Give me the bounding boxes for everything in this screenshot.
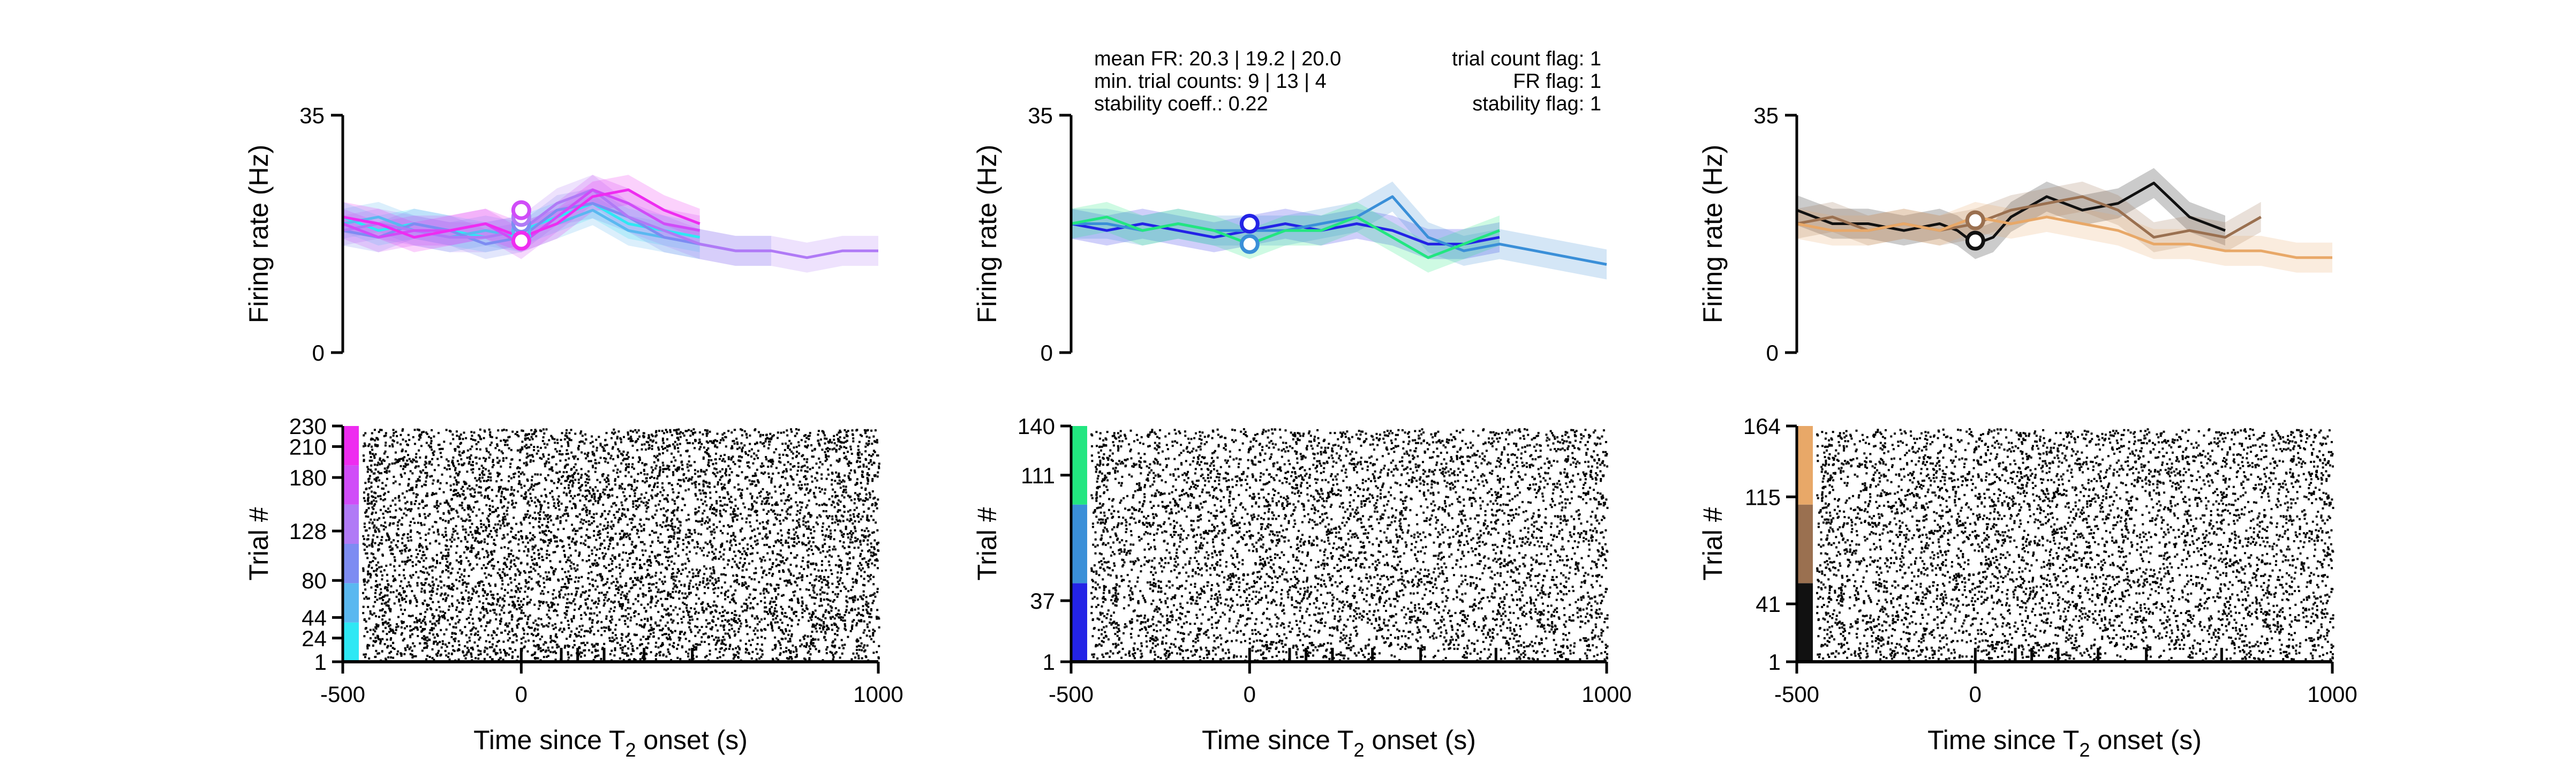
series-band-1 — [1071, 208, 1500, 259]
raster-tick-label: 1 — [1043, 649, 1055, 675]
onset-marker — [1239, 234, 1260, 254]
raster-tick-label: 164 — [1743, 414, 1781, 439]
trial-group-strip — [343, 426, 359, 466]
raster-tick-label: 44 — [302, 605, 327, 630]
x-axis-label-suffix: onset (s) — [1365, 725, 1476, 755]
y-tick-label-top: 0 — [1766, 340, 1779, 365]
raster-tick-label: 1 — [1768, 649, 1781, 675]
x-axis-label-subscript: 2 — [625, 739, 636, 761]
trial-group-strip — [343, 504, 359, 544]
x-tick-label: 1000 — [853, 682, 903, 707]
x-axis-label-subscript: 2 — [1353, 739, 1364, 761]
raster-spikes — [1816, 428, 2334, 662]
trial-group-strip — [1071, 504, 1087, 584]
x-tick-label: 0 — [1969, 682, 1982, 707]
series-band-2 — [1071, 181, 1607, 280]
series-line-1 — [1071, 222, 1500, 245]
trial-group-strip — [343, 622, 359, 662]
raster-tick-label: 230 — [289, 414, 327, 439]
onset-marker — [1965, 210, 1985, 230]
raster-dot-cloud — [362, 428, 880, 662]
x-axis-label: Time since T2 onset (s) — [1202, 725, 1476, 761]
onset-marker — [1239, 214, 1260, 234]
raster-tick-label: 210 — [289, 434, 327, 459]
raster-dot-cloud — [1090, 428, 1609, 662]
trial-group-strip — [343, 465, 359, 505]
raster-tick-label: 115 — [1745, 484, 1781, 510]
x-axis-label: Time since T2 onset (s) — [473, 725, 748, 761]
stats-right-line: stability flag: 1 — [1472, 93, 1601, 115]
trial-group-strip — [1071, 583, 1087, 662]
x-axis-label-suffix: onset (s) — [2090, 725, 2202, 755]
raster-tick-label: 180 — [289, 465, 327, 490]
x-axis-label-main: Time since T — [473, 725, 625, 755]
trial-group-strip — [343, 583, 359, 623]
raster-dot-cloud — [1816, 428, 2334, 662]
trial-group-strip — [1797, 504, 1813, 584]
raster-spikes — [1090, 428, 1609, 662]
panel-middle: 0 35 Firing rate (Hz) mean FR: 20.3 | 19.2 … — [972, 48, 1632, 761]
series-line-3 — [1071, 215, 1500, 259]
y-tick-label-top: 35 — [1753, 103, 1779, 128]
x-tick-label: 0 — [515, 682, 528, 707]
raster-spikes — [362, 428, 880, 662]
x-axis-label: Time since T2 onset (s) — [1927, 725, 2202, 761]
raster-tick-label: 1 — [314, 649, 327, 675]
onset-marker — [511, 230, 531, 251]
onset-marker — [511, 200, 531, 220]
trial-group-strip — [343, 544, 359, 584]
x-axis-label-suffix: onset (s) — [636, 725, 748, 755]
y-axis-label-top: Firing rate (Hz) — [1698, 145, 1728, 323]
x-tick-label: -500 — [1049, 682, 1094, 707]
raster-tick-label: 41 — [1756, 592, 1781, 617]
raster-tick-label: 24 — [302, 626, 327, 651]
trial-group-strip — [1797, 583, 1813, 662]
y-axis-label-top: Firing rate (Hz) — [244, 145, 274, 323]
stats-left-line: min. trial counts: 9 | 13 | 4 — [1094, 70, 1327, 93]
x-axis-label-main: Time since T — [1927, 725, 2079, 755]
stats-right-line: FR flag: 1 — [1513, 70, 1601, 93]
x-tick-label: 1000 — [1581, 682, 1631, 707]
y-axis-label-raster: Trial # — [972, 507, 1002, 580]
raster-tick-label: 80 — [302, 568, 327, 593]
panel-right: 0 35 Firing rate (Hz) 1 41 115 164 Trial # -500 0… — [1698, 103, 2357, 761]
series-line-3 — [1796, 215, 2332, 259]
y-tick-label-top: 0 — [1041, 340, 1053, 365]
raster-tick-label: 140 — [1018, 414, 1055, 439]
stats-left-line: mean FR: 20.3 | 19.2 | 20.0 — [1094, 48, 1341, 70]
x-tick-label: -500 — [320, 682, 365, 707]
raster-tick-label: 111 — [1021, 463, 1055, 488]
series-band-2 — [1797, 181, 2261, 252]
x-tick-label: 0 — [1244, 682, 1256, 707]
series-band-4 — [343, 175, 878, 273]
y-axis-label-raster: Trial # — [244, 507, 274, 580]
trial-group-strip — [1071, 426, 1087, 505]
raster-tick-label: 37 — [1030, 588, 1055, 614]
stats-right-line: trial count flag: 1 — [1452, 48, 1601, 70]
y-tick-label-top: 35 — [1028, 103, 1053, 128]
trial-group-strip — [1797, 426, 1813, 505]
series-band-3 — [343, 188, 771, 266]
y-tick-label-top: 0 — [312, 340, 325, 365]
y-tick-label-top: 35 — [299, 103, 325, 128]
x-axis-label-subscript: 2 — [2079, 739, 2090, 761]
series-band-3 — [1797, 201, 2332, 273]
onset-marker — [1965, 230, 1985, 251]
x-axis-label-main: Time since T — [1202, 725, 1353, 755]
y-axis-label-raster: Trial # — [1698, 507, 1728, 580]
series-band-3 — [1071, 201, 1500, 273]
stats-left-line: stability coeff.: 0.22 — [1094, 93, 1268, 115]
x-tick-label: 1000 — [2307, 682, 2357, 707]
y-axis-label-top: Firing rate (Hz) — [972, 145, 1002, 323]
series-band-1 — [1797, 168, 2225, 259]
raster-tick-label: 128 — [289, 519, 327, 544]
x-tick-label: -500 — [1774, 682, 1819, 707]
